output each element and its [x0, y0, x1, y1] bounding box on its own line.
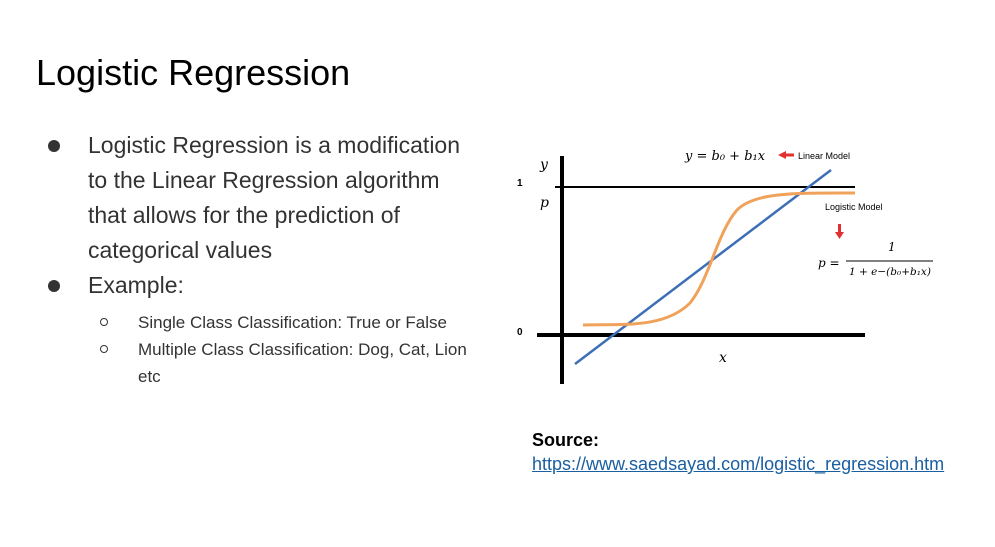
- bullet-circle-icon: [100, 318, 108, 326]
- tick-label-zero: 0: [517, 327, 523, 338]
- logistic-model-label: Logistic Model: [825, 202, 883, 212]
- source-label: Source:: [532, 430, 600, 450]
- slide-title: Logistic Regression: [36, 52, 351, 93]
- bullet-text: Logistic Regression is a modification to…: [88, 132, 461, 263]
- linear-model-line: [574, 169, 832, 365]
- regression-diagram: 1 0 y p x y = b₀ + b₁x Linear Model Logi…: [517, 149, 933, 384]
- left-arrow-icon: [778, 151, 794, 159]
- linear-equation: y = b₀ + b₁x: [684, 149, 766, 164]
- bullet-dot-icon: [48, 280, 60, 292]
- source-link[interactable]: https://www.saedsayad.com/logistic_regre…: [532, 454, 945, 474]
- logistic-formula-denominator: 1 + e−(b₀+b₁x): [849, 266, 931, 278]
- logistic-formula-numerator: 1: [888, 240, 896, 254]
- tick-label-one: 1: [517, 178, 523, 189]
- sub-bullet-item-single-class: Single Class Classification: True or Fal…: [40, 309, 470, 336]
- down-arrow-icon: [835, 224, 844, 239]
- y-axis-label: y: [539, 157, 549, 173]
- x-axis-label: x: [719, 350, 727, 366]
- logistic-model-curve: [582, 191, 856, 327]
- bullet-list: Logistic Regression is a modification to…: [40, 128, 470, 390]
- p-axis-label: p: [540, 195, 549, 211]
- logistic-formula-lhs: p =: [818, 256, 840, 270]
- sub-bullet-text: Single Class Classification: True or Fal…: [138, 313, 447, 332]
- bullet-circle-icon: [100, 345, 108, 353]
- sub-bullet-text: Multiple Class Classification: Dog, Cat,…: [138, 340, 467, 386]
- bullet-item-example: Example:: [40, 268, 470, 303]
- bullet-text: Example:: [88, 272, 184, 298]
- linear-model-label: Linear Model: [798, 151, 850, 161]
- bullet-dot-icon: [48, 140, 60, 152]
- source-block: Source: https://www.saedsayad.com/logist…: [532, 428, 945, 476]
- bullet-item-definition: Logistic Regression is a modification to…: [40, 128, 470, 268]
- sub-bullet-item-multiple-class: Multiple Class Classification: Dog, Cat,…: [40, 336, 470, 390]
